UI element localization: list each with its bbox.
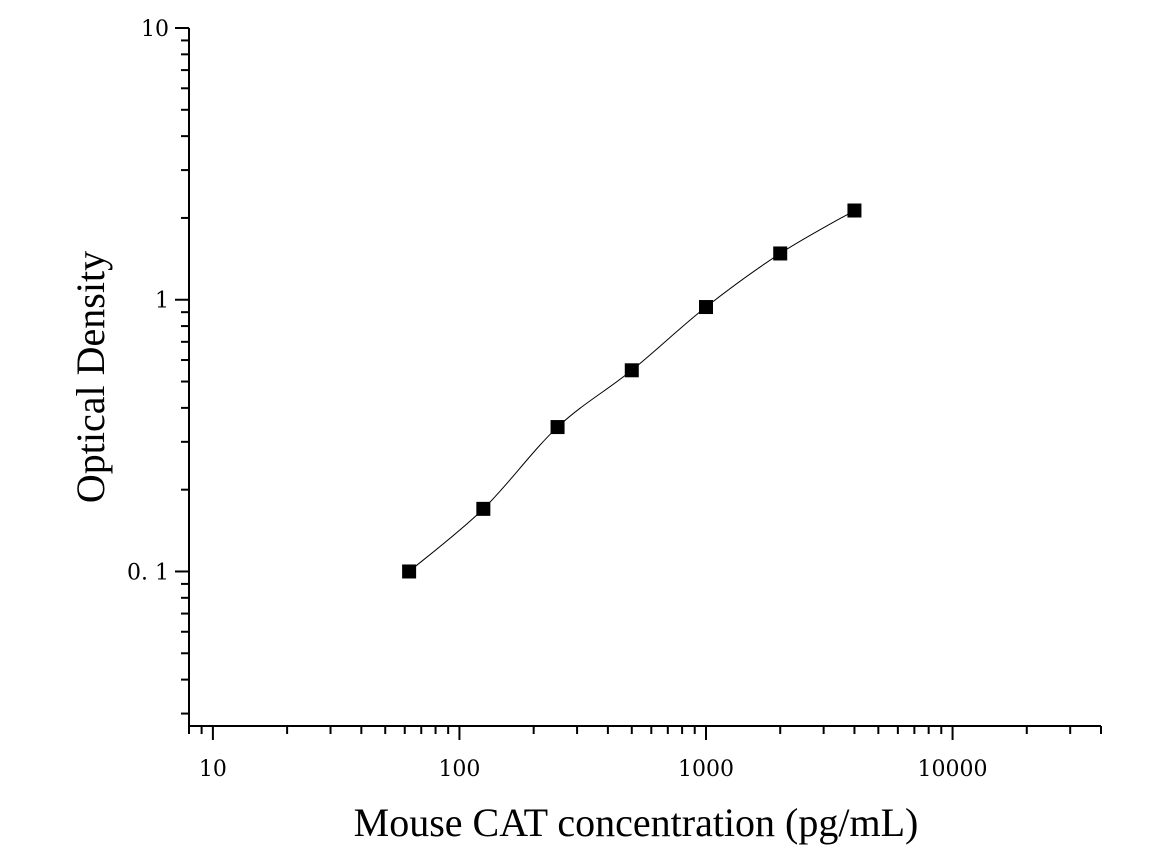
axes [188, 28, 1101, 727]
y-tick-label: 10 [141, 17, 169, 42]
x-tick-label: 100 [438, 757, 480, 782]
y-tick-label: 0. 1 [127, 560, 169, 585]
x-axis-title: Mouse CAT concentration (pg/mL) [354, 800, 919, 845]
x-tick-label: 10 [199, 757, 227, 782]
data-point-marker [624, 363, 639, 378]
data-point-marker [699, 300, 714, 315]
x-tick-label: 10000 [918, 757, 988, 782]
data-point-marker [773, 246, 788, 261]
y-axis-title: Optical Density [68, 251, 113, 503]
y-tick-label: 1 [155, 289, 169, 314]
data-point-marker [550, 420, 565, 435]
data-point-marker [476, 501, 491, 516]
fit-curve [408, 210, 855, 572]
ticks: 10 100 1000 10000 0. 1 1 10 [127, 17, 1102, 782]
data-points [402, 203, 862, 579]
data-point-marker [847, 203, 862, 218]
fit-curve-group [408, 210, 855, 572]
x-tick-label: 1000 [678, 757, 734, 782]
data-point-marker [402, 564, 417, 579]
